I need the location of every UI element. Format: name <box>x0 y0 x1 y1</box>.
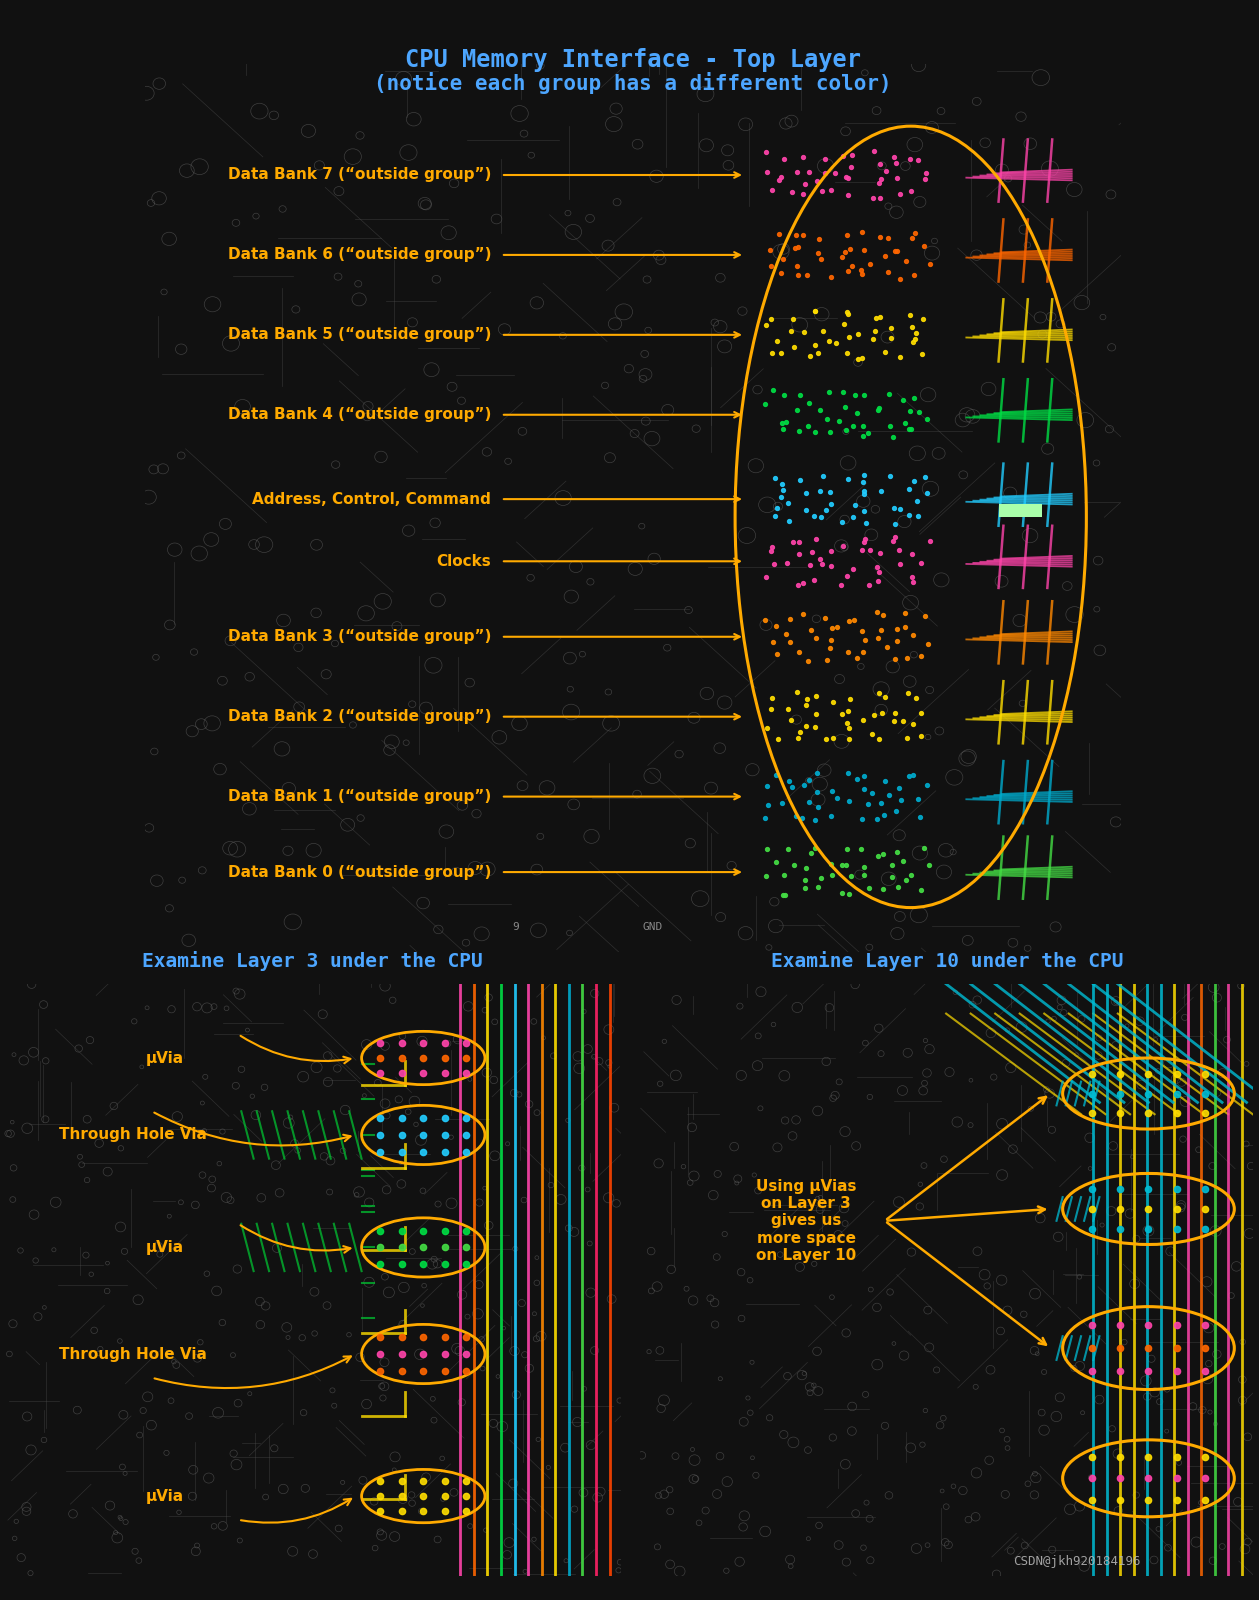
Text: Through Hole Via: Through Hole Via <box>59 1128 208 1142</box>
Text: Through Hole Via: Through Hole Via <box>59 1347 208 1362</box>
Text: μVia: μVia <box>146 1240 184 1254</box>
Text: μVia: μVia <box>146 1488 184 1504</box>
Text: Examine Layer 3 under the CPU: Examine Layer 3 under the CPU <box>142 950 482 971</box>
Text: 9: 9 <box>512 922 519 931</box>
Bar <box>998 504 1042 517</box>
Text: Data Bank 3 (“outside group”): Data Bank 3 (“outside group”) <box>228 629 491 645</box>
Text: Address, Control, Command: Address, Control, Command <box>252 491 491 507</box>
Text: GND: GND <box>642 922 662 931</box>
Text: Data Bank 2 (“outside group”): Data Bank 2 (“outside group”) <box>228 709 491 725</box>
Text: Data Bank 4 (“outside group”): Data Bank 4 (“outside group”) <box>228 408 491 422</box>
Text: (notice each group has a different color): (notice each group has a different color… <box>374 72 893 94</box>
Text: Data Bank 0 (“outside group”): Data Bank 0 (“outside group”) <box>228 864 491 880</box>
Text: Clocks: Clocks <box>437 554 491 568</box>
Text: CSDN@jkh920184196: CSDN@jkh920184196 <box>1012 1555 1141 1568</box>
Text: Examine Layer 10 under the CPU: Examine Layer 10 under the CPU <box>771 950 1123 971</box>
Text: Using μVias
on Layer 3
gives us
more space
on Layer 10: Using μVias on Layer 3 gives us more spa… <box>757 1179 856 1262</box>
Text: CPU Memory Interface - Top Layer: CPU Memory Interface - Top Layer <box>405 48 861 72</box>
Text: μVia: μVia <box>146 1051 184 1066</box>
Text: Data Bank 5 (“outside group”): Data Bank 5 (“outside group”) <box>228 328 491 342</box>
Text: Data Bank 6 (“outside group”): Data Bank 6 (“outside group”) <box>228 248 491 262</box>
Text: Data Bank 1 (“outside group”): Data Bank 1 (“outside group”) <box>228 789 491 805</box>
Text: Data Bank 7 (“outside group”): Data Bank 7 (“outside group”) <box>228 168 491 182</box>
